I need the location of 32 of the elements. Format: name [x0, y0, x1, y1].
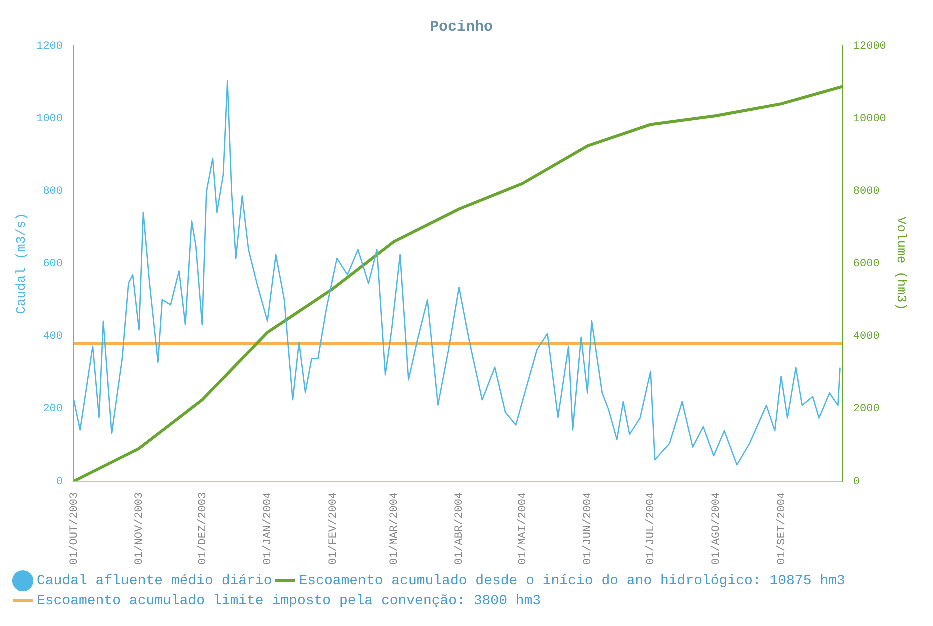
y-tick-label: 1200 — [36, 40, 64, 53]
x-tick-label: 01/JAN/2004 — [262, 492, 275, 566]
y-tick-label: 0 — [56, 476, 64, 488]
x-tick-label: 01/NOV/2003 — [134, 492, 146, 566]
y2-tick-label: 6000 — [853, 258, 880, 271]
y-tick-label: 400 — [43, 331, 64, 344]
x-tick-label: 01/OUT/2003 — [68, 492, 81, 566]
x-tick-label: 01/DEZ/2003 — [197, 492, 210, 566]
x-tick-label: 01/ABR/2004 — [454, 492, 466, 566]
chart-title: Pocinho — [430, 18, 494, 36]
y-tick-label: 800 — [43, 186, 64, 198]
y2-tick-label: 8000 — [853, 186, 880, 198]
y2-tick-label: 4000 — [853, 331, 880, 344]
x-tick-label: 01/JUN/2004 — [582, 492, 595, 566]
y2-tick-label: 10000 — [853, 113, 886, 126]
x-tick-label: 01/JUL/2004 — [646, 492, 658, 566]
y2-tick-label: 2000 — [853, 404, 880, 416]
y-axis-title: Caudal (m3/s) — [14, 212, 30, 314]
y-tick-label: 1000 — [36, 113, 64, 126]
x-tick-label: 01/MAR/2004 — [388, 492, 401, 566]
legend-label: Escoamento acumulado limite imposto pela convenção: 3800 hm3 — [37, 594, 542, 610]
y2-tick-label: 0 — [853, 476, 860, 488]
legend-label: Caudal afluente médio diário — [37, 574, 272, 590]
y2-tick-label: 12000 — [853, 40, 886, 53]
x-tick-label: 01/SET/2004 — [776, 492, 788, 566]
y-tick-label: 600 — [43, 258, 64, 271]
x-tick-label: 01/AGO/2004 — [710, 492, 723, 566]
x-tick-label: 01/FEV/2004 — [328, 492, 340, 566]
y-tick-label: 200 — [43, 404, 64, 416]
legend-label: Escoamento acumulado desde o início do ano hidrológico: 10875 hm3 — [299, 574, 846, 590]
x-tick-label: 01/MAI/2004 — [517, 492, 530, 566]
y2-axis-title: Volume (hm3) — [894, 216, 909, 311]
